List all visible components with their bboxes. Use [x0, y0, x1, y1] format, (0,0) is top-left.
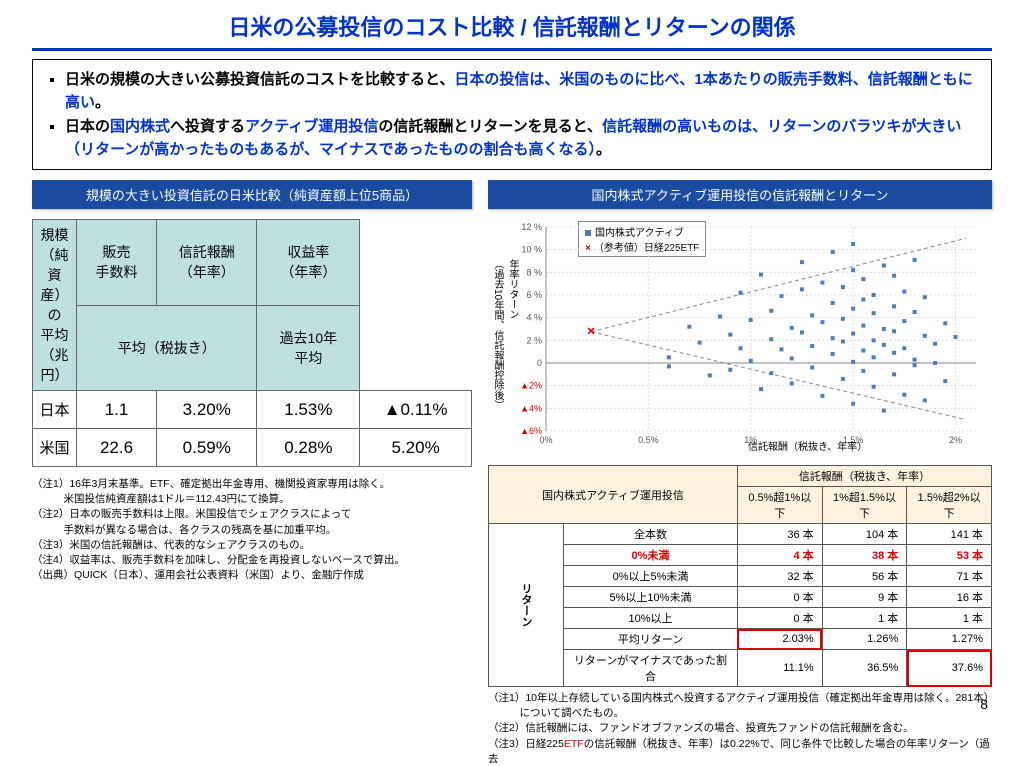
svg-text:6 %: 6 % — [526, 290, 542, 300]
summary-item-1: 日米の規模の大きい公募投資信託のコストを比較すると、日本の投信は、米国のものに比… — [65, 68, 979, 115]
right-header: 国内株式アクティブ運用投信の信託報酬とリターン — [488, 180, 992, 209]
chart-xlabel: 信託報酬（税抜き、年率） — [748, 438, 867, 453]
page-number: 8 — [980, 696, 988, 712]
left-column: 規模の大きい投資信託の日米比較（純資産額上位5商品） 規模（純資産） の 平均（… — [32, 180, 472, 766]
svg-text:4 %: 4 % — [526, 313, 542, 323]
cmp-h1: 規模（純資産） の 平均（兆円） — [33, 220, 77, 391]
svg-text:▲2%: ▲2% — [520, 381, 542, 391]
svg-text:0%: 0% — [539, 435, 552, 445]
summary-box: 日米の規模の大きい公募投資信託のコストを比較すると、日本の投信は、米国のものに比… — [32, 59, 992, 170]
title-rule — [32, 48, 992, 51]
svg-text:0.5%: 0.5% — [638, 435, 659, 445]
svg-text:2 %: 2 % — [526, 335, 542, 345]
scatter-svg: 12 %10 %8 %6 %4 %2 %0▲2%▲4%▲6%0%0.5%1%1.… — [488, 219, 988, 459]
svg-text:▲4%: ▲4% — [520, 403, 542, 413]
comparison-table: 規模（純資産） の 平均（兆円） 販売 手数料 信託報酬 （年率） 収益率 （年… — [32, 219, 472, 467]
svg-text:8 %: 8 % — [526, 267, 542, 277]
svg-text:0: 0 — [537, 358, 542, 368]
left-header: 規模の大きい投資信託の日米比較（純資産額上位5商品） — [32, 180, 472, 209]
return-side-label: リターン — [489, 524, 564, 687]
page-title: 日米の公募投信のコスト比較 / 信託報酬とリターンの関係 — [0, 0, 1024, 48]
summary-item-2: 日本の国内株式へ投資するアクティブ運用投信の信託報酬とリターンを見ると、信託報酬… — [65, 115, 979, 162]
scatter-chart: 年率リターン （過去10年間、信託報酬控除後） 国内株式アクティブ ×（参考値）… — [488, 219, 992, 459]
svg-text:12 %: 12 % — [521, 222, 542, 232]
right-notes: （注1）10年以上存続している国内株式へ投資するアクティブ運用投信（確定拠出年金… — [488, 691, 992, 766]
return-table: 国内株式アクティブ運用投信 信託報酬（税抜き、年率） 0.5%超1%以下1%超1… — [488, 465, 992, 687]
svg-text:2%: 2% — [949, 435, 962, 445]
right-column: 国内株式アクティブ運用投信の信託報酬とリターン 年率リターン （過去10年間、信… — [488, 180, 992, 766]
svg-text:×: × — [587, 323, 595, 339]
svg-text:10 %: 10 % — [521, 245, 542, 255]
left-notes: （注1）16年3月末基準。ETF、確定拠出年金専用、機関投資家専用は除く。 米国… — [32, 477, 472, 584]
